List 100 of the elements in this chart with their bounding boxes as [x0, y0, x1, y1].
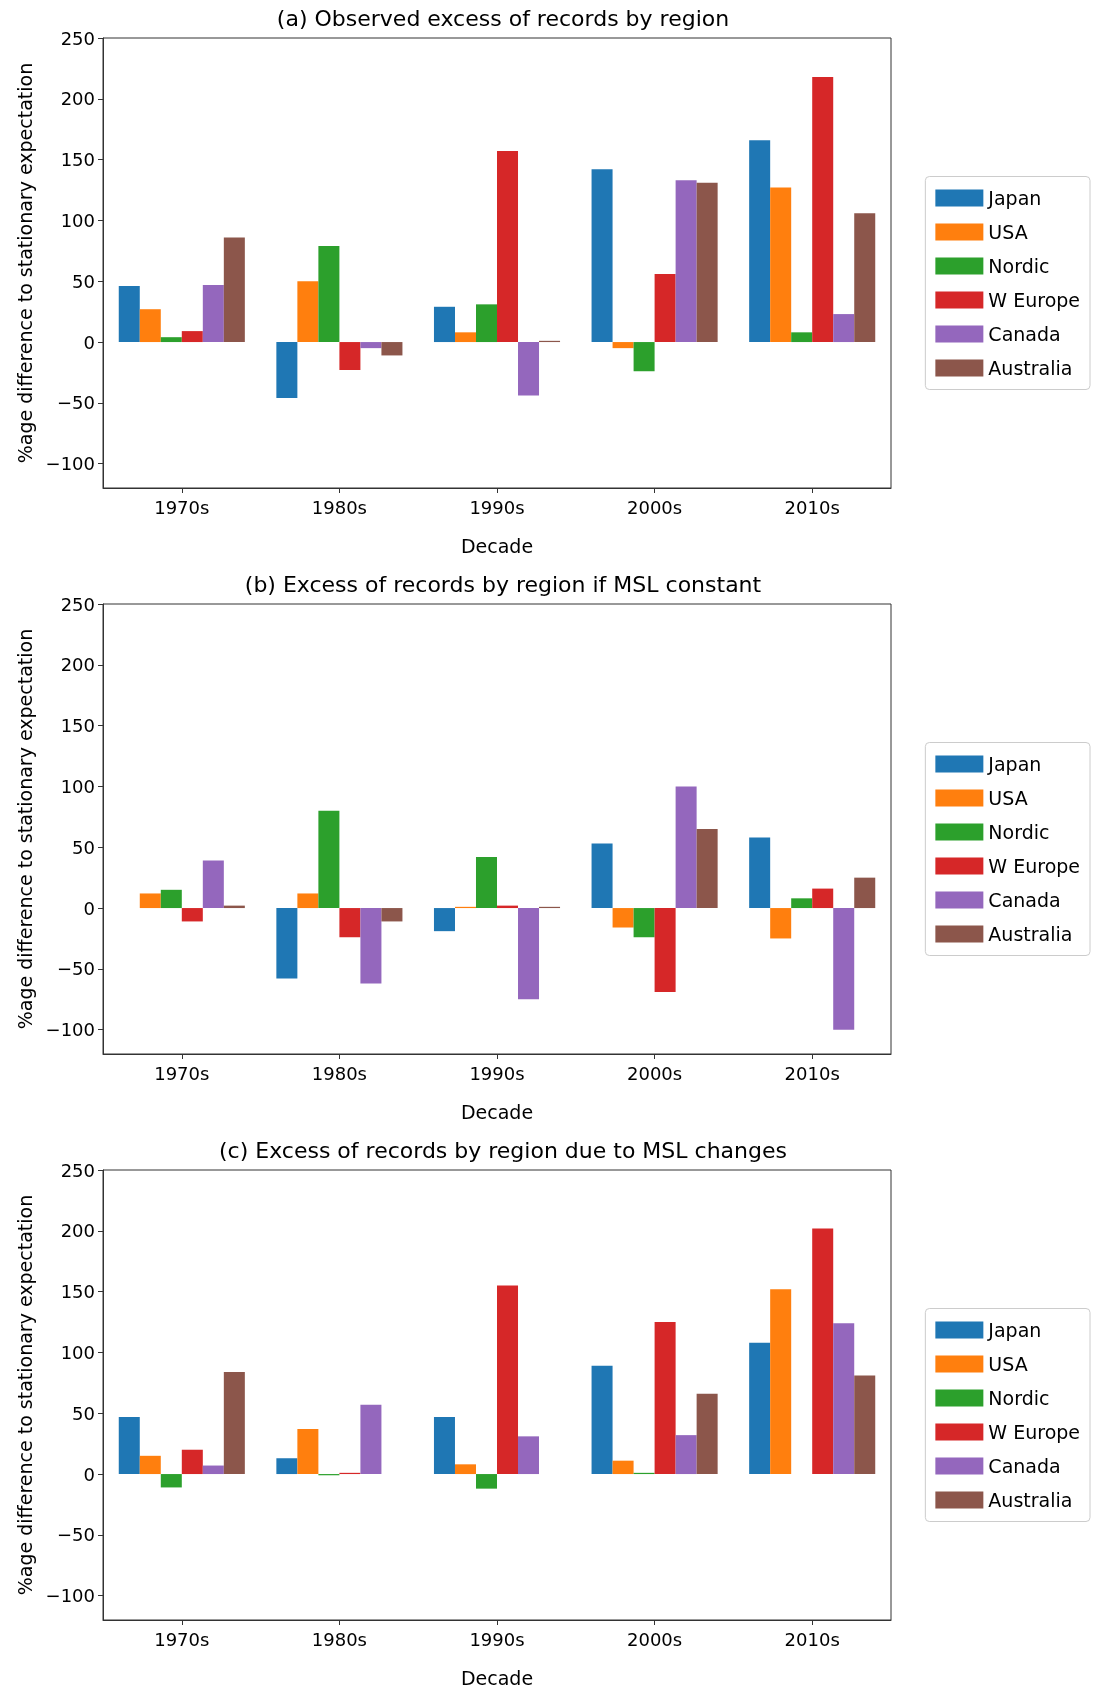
y-tick-label: −100	[45, 453, 95, 475]
y-tick-label: 100	[60, 209, 95, 231]
y-tick-label: 50	[72, 1402, 95, 1424]
bar	[339, 342, 361, 371]
bar	[202, 860, 224, 909]
bar	[475, 304, 497, 343]
bar	[770, 1289, 792, 1475]
bar	[223, 237, 245, 343]
bar	[181, 908, 203, 922]
y-tick-label: 150	[60, 1281, 95, 1303]
bar	[181, 1449, 203, 1475]
legend-label: Japan	[987, 753, 1042, 775]
bar	[591, 169, 613, 343]
y-tick-label: 100	[60, 1341, 95, 1363]
x-tick-label: 1980s	[311, 496, 367, 518]
bar	[454, 332, 476, 343]
bar	[812, 1228, 834, 1475]
x-tick-label: 1990s	[469, 1062, 525, 1084]
legend-label: Canada	[988, 889, 1061, 911]
bar	[475, 1474, 497, 1489]
bar	[749, 837, 771, 909]
y-tick-label: 0	[83, 1463, 95, 1485]
bar	[696, 829, 718, 909]
bar	[223, 1371, 245, 1475]
y-tick-label: 50	[72, 270, 95, 292]
bar	[854, 213, 876, 343]
bar	[770, 187, 792, 343]
x-axis-title: Decade	[460, 534, 534, 557]
bar	[276, 908, 298, 979]
bar	[297, 893, 319, 909]
x-tick-label: 1990s	[469, 496, 525, 518]
bar	[433, 908, 455, 932]
bar	[339, 908, 361, 938]
y-tick-label: −50	[57, 958, 95, 980]
bar	[360, 342, 382, 349]
legend-label: Canada	[988, 1455, 1061, 1477]
legend-label: Australia	[988, 357, 1073, 379]
bar	[160, 337, 182, 343]
bar	[518, 1436, 540, 1475]
bar	[360, 1404, 382, 1475]
x-tick-label: 1970s	[154, 1628, 210, 1650]
x-axis-title: Decade	[460, 1666, 534, 1689]
bar	[633, 908, 655, 938]
y-tick-label: 250	[60, 27, 95, 49]
bar	[749, 140, 771, 343]
bar	[454, 1464, 476, 1475]
x-tick-label: 1990s	[469, 1628, 525, 1650]
bar	[160, 1474, 182, 1488]
bar	[381, 908, 403, 922]
bar	[812, 76, 834, 343]
x-tick-label: 1980s	[311, 1628, 367, 1650]
y-tick-label: −50	[57, 1524, 95, 1546]
bar	[812, 888, 834, 909]
bar	[654, 908, 676, 992]
legend-label: Nordic	[988, 255, 1050, 277]
bar	[791, 332, 813, 343]
bar	[202, 284, 224, 343]
legend-label: Nordic	[988, 821, 1050, 843]
x-tick-label: 2000s	[627, 1062, 683, 1084]
x-tick-label: 2000s	[627, 496, 683, 518]
bar	[833, 1323, 855, 1475]
bar	[433, 306, 455, 343]
bar	[833, 314, 855, 343]
bar	[612, 908, 634, 928]
chart-title: (c) Excess of records by region due to MSL changes	[219, 1137, 787, 1163]
bar	[202, 1465, 224, 1475]
bar	[854, 1375, 876, 1475]
y-tick-label: 250	[60, 593, 95, 615]
bar	[297, 1429, 319, 1475]
bar	[612, 1460, 634, 1475]
bar	[518, 908, 540, 1000]
legend-label: USA	[988, 221, 1028, 243]
legend-label: USA	[988, 1353, 1028, 1375]
bar	[475, 856, 497, 909]
bar	[791, 898, 813, 909]
y-axis-title: %age difference to stationary expectation	[14, 62, 37, 464]
y-tick-label: −100	[45, 1019, 95, 1041]
legend-label: Canada	[988, 323, 1061, 345]
bar	[160, 889, 182, 909]
bar	[139, 309, 161, 343]
y-tick-label: 100	[60, 775, 95, 797]
bar	[749, 1342, 771, 1475]
legend-label: Nordic	[988, 1387, 1050, 1409]
y-tick-label: −100	[45, 1585, 95, 1607]
legend-label: Australia	[988, 1489, 1073, 1511]
legend-label: W Europe	[988, 855, 1081, 877]
bar	[633, 342, 655, 372]
x-tick-label: 1970s	[154, 496, 210, 518]
bar	[654, 1322, 676, 1475]
y-axis-title: %age difference to stationary expectation	[14, 628, 37, 1030]
bar	[497, 1285, 519, 1475]
bar	[833, 908, 855, 1030]
bar	[118, 286, 140, 343]
bar	[518, 342, 540, 396]
legend-label: Japan	[987, 1319, 1042, 1341]
bar	[360, 908, 382, 984]
bar	[854, 877, 876, 909]
y-tick-label: 150	[60, 149, 95, 171]
y-tick-label: 200	[60, 654, 95, 676]
x-tick-label: 2010s	[784, 496, 840, 518]
